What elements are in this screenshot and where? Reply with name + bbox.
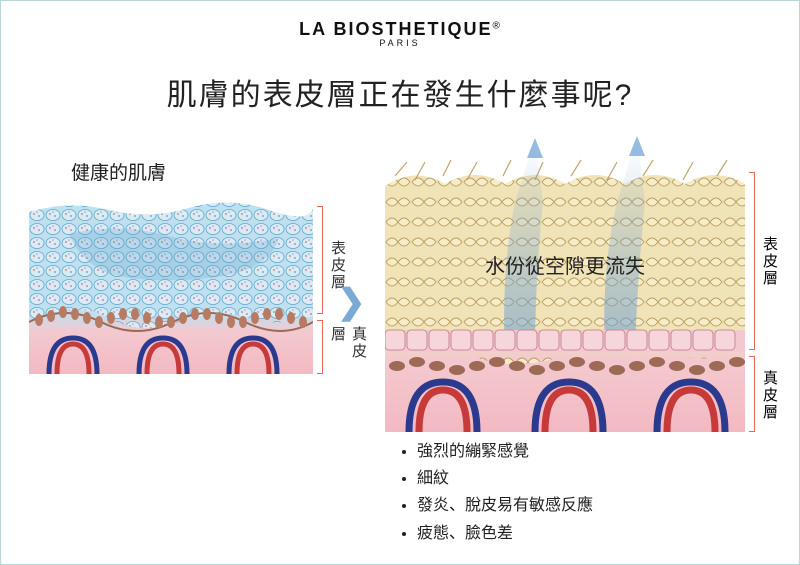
symptom-item: 強烈的繃緊感覺: [417, 438, 593, 465]
brand-main: LA BIOSTHETIQUE: [299, 19, 492, 39]
label-epidermis-damaged: 表皮層: [759, 236, 780, 287]
symptom-item: 細紋: [417, 465, 593, 492]
damaged-skin-svg: [385, 132, 745, 432]
label-dermis-healthy: 真皮層: [327, 326, 369, 374]
healthy-skin-label: 健康的肌膚: [71, 158, 166, 185]
damaged-skin-diagram: 水份從空隙更流失 表皮層 真皮層: [385, 132, 745, 432]
page-title: 肌膚的表皮層正在發生什麼事呢?: [1, 70, 799, 114]
label-dermis-damaged: 真皮層: [759, 370, 780, 421]
brand-name: LA BIOSTHETIQUE®: [1, 19, 799, 40]
bracket-epidermis-healthy: [317, 206, 323, 314]
brand-block: LA BIOSTHETIQUE® PARIS: [1, 1, 799, 48]
symptom-item: 發炎、脫皮易有敏感反應: [417, 492, 593, 519]
healthy-skin-diagram: 表皮層 真皮層: [29, 194, 313, 374]
bracket-dermis-damaged: [749, 356, 755, 432]
bracket-dermis-healthy: [317, 320, 323, 374]
moisture-loss-label: 水份從空隙更流失: [485, 250, 645, 279]
diagram-stage: 健康的肌膚: [1, 132, 799, 512]
healthy-skin-svg: [29, 194, 313, 374]
transition-arrow-icon: ❯: [337, 282, 366, 322]
brand-sub: PARIS: [1, 38, 799, 48]
symptom-item: 疲態、臉色差: [417, 520, 593, 547]
bracket-epidermis-damaged: [749, 172, 755, 350]
brand-reg: ®: [492, 21, 500, 32]
symptom-list: 強烈的繃緊感覺 細紋 發炎、脫皮易有敏感反應 疲態、臉色差: [399, 438, 593, 547]
